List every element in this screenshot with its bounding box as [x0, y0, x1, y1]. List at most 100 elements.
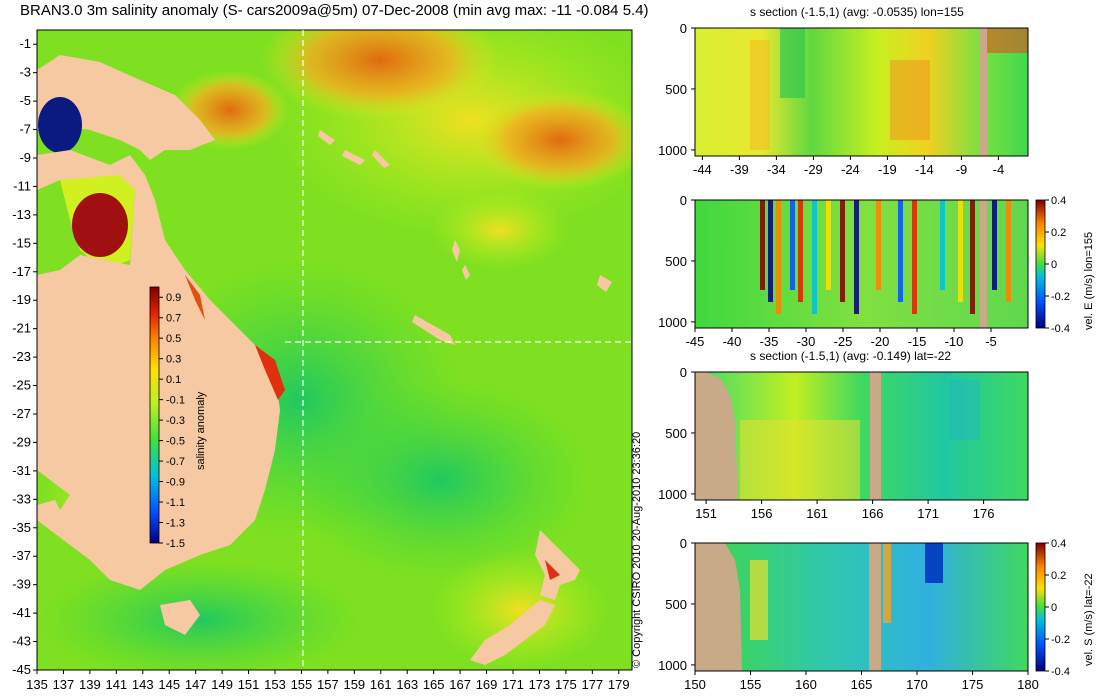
section-x-tick-label: -40: [723, 334, 742, 349]
s-section-lon155-panel: -44 -39 -34 -29 -24 -19 -14 -9 -4 0 500 1000: [658, 21, 1029, 177]
map-y-tick-label: -19: [12, 292, 31, 307]
section-y-tick-label: 0: [680, 21, 687, 36]
section-x-tick-label: 165: [851, 677, 873, 692]
s-section-lon155-title: s section (-1.5,1) (avg: -0.0535) lon=15…: [750, 5, 964, 19]
salinity-colorbar: [149, 286, 160, 544]
velocity-colorbar-tick-label: -0.2: [1051, 634, 1070, 646]
map-y-tick-label: -31: [12, 463, 31, 478]
map-y-tick-label: -45: [12, 662, 31, 677]
salinity-colorbar-tick-label: -0.7: [166, 456, 185, 468]
section-y-tick-label: 1000: [658, 315, 687, 330]
map-x-tick-label: 157: [317, 677, 339, 692]
velocity-colorbar-tick-label: -0.2: [1051, 291, 1070, 303]
section-x-tick-label: -5: [985, 334, 997, 349]
vel-s-section-lat-22-panel: 150 155 160 165 170 175 180 0 500 1000 0.4 0.2 0 -0.2…: [658, 536, 1070, 692]
section-x-tick-label: 171: [917, 506, 939, 521]
section-x-tick-label: 176: [973, 506, 995, 521]
s-section-lat-22-panel: 151 156 161 166 171 176 0 500 1000: [658, 365, 1029, 521]
section-x-tick-label: -35: [760, 334, 779, 349]
map-x-tick-label: 173: [529, 677, 551, 692]
section-y-tick-label: 500: [665, 426, 687, 441]
velocity-colorbar-tick-label: 0.4: [1051, 195, 1066, 207]
land-tasmania: [160, 600, 200, 635]
land-nz-north: [535, 530, 580, 600]
section-x-tick-label: -39: [730, 162, 749, 177]
map-x-tick-label: 145: [158, 677, 180, 692]
salinity-colorbar-tick-label: 0.7: [166, 313, 181, 325]
velocity-colorbar-tick-label: 0.4: [1051, 538, 1066, 550]
map-y-tick-label: -17: [12, 264, 31, 279]
salinity-colorbar-ticks: 0.9 0.7 0.5 0.3 0.1 -0.1 -0.3 -0.5 -0.7 -0.9 -1.1 -…: [159, 292, 185, 550]
land-nz-south: [470, 600, 555, 665]
map-y-tick-label: -29: [12, 434, 31, 449]
section-y-tick-label: 1000: [658, 658, 687, 673]
section-x-tick-label: -15: [908, 334, 927, 349]
map-y-tick-label: -13: [12, 207, 31, 222]
salinity-colorbar-tick-label: -0.3: [166, 415, 185, 427]
section-y-tick-label: 0: [680, 536, 687, 551]
section-x-tick-label: 170: [906, 677, 928, 692]
map-x-tick-label: 141: [105, 677, 127, 692]
map-y-tick-label: -43: [12, 634, 31, 649]
velocity-colorbar-tick-label: 0: [1051, 259, 1057, 271]
map-y-tick-label: -23: [12, 349, 31, 364]
section-y-tick-label: 0: [680, 365, 687, 380]
section-x-tick-label: -25: [834, 334, 853, 349]
section-x-tick-label: 180: [1017, 677, 1039, 692]
map-x-tick-label: 149: [211, 677, 233, 692]
section-x-tick-label: -45: [686, 334, 705, 349]
section-x-tick-label: -44: [693, 162, 712, 177]
section-x-tick-label: -9: [956, 162, 968, 177]
map-x-tick-label: 139: [79, 677, 101, 692]
salinity-colorbar-tick-label: -0.9: [166, 477, 185, 489]
vel-e-colorbar-label: vel. E (m/s) lon=155: [1083, 232, 1095, 330]
velocity-colorbar-tick-label: -0.4: [1051, 323, 1070, 335]
velocity-colorbar-tick-label: 0: [1051, 602, 1057, 614]
map-x-tick-label: 147: [185, 677, 207, 692]
map-x-tick-label: 161: [370, 677, 392, 692]
salinity-colorbar-tick-label: 0.5: [166, 333, 181, 345]
salinity-colorbar-tick-label: 0.9: [166, 292, 181, 304]
vel-s-colorbar: [1035, 542, 1046, 672]
velocity-colorbar-tick-label: -0.4: [1051, 666, 1070, 678]
main-title: BRAN3.0 3m salinity anomaly (S- cars2009…: [20, 2, 649, 19]
salinity-colorbar-tick-label: -1.1: [166, 497, 185, 509]
salinity-colorbar-tick-label: 0.3: [166, 354, 181, 366]
section-x-tick-label: -29: [804, 162, 823, 177]
map-x-tick-label: 175: [555, 677, 577, 692]
map-y-tick-label: -9: [19, 150, 31, 165]
salinity-colorbar-label: salinity anomaly: [195, 391, 207, 470]
section-x-tick-label: 151: [695, 506, 717, 521]
section-x-tick-label: 150: [684, 677, 706, 692]
map-x-tick-label: 137: [53, 677, 75, 692]
map-y-tick-label: -35: [12, 520, 31, 535]
salinity-colorbar-tick-label: -1.3: [166, 518, 185, 530]
velocity-colorbar-tick-label: 0.2: [1051, 227, 1066, 239]
map-y-tick-label: -15: [12, 235, 31, 250]
map-y-tick-label: -3: [19, 65, 31, 80]
section-x-tick-label: 161: [806, 506, 828, 521]
section-x-tick-label: -34: [767, 162, 786, 177]
section-y-tick-label: 1000: [658, 143, 687, 158]
map-x-tick-label: 171: [502, 677, 524, 692]
section-x-tick-label: 155: [740, 677, 762, 692]
section-y-tick-label: 1000: [658, 487, 687, 502]
map-x-axis: 135 137 139 141 143 145 147 149 151 153 155 157 159 1…: [26, 670, 630, 692]
map-y-tick-label: -5: [19, 93, 31, 108]
salinity-colorbar-tick-label: -1.5: [166, 538, 185, 550]
map-y-tick-label: -7: [19, 122, 31, 137]
map-x-tick-label: 159: [343, 677, 365, 692]
map-x-tick-label: 165: [423, 677, 445, 692]
section-x-tick-label: 160: [795, 677, 817, 692]
section-y-tick-label: 0: [680, 193, 687, 208]
map-y-tick-label: -39: [12, 577, 31, 592]
section-y-tick-label: 500: [665, 254, 687, 269]
vel-s-colorbar-label: vel. S (m/s) lat=-22: [1083, 573, 1095, 666]
section-x-tick-label: -20: [871, 334, 890, 349]
section-x-tick-label: 175: [962, 677, 984, 692]
section-x-tick-label: 166: [862, 506, 884, 521]
map-x-tick-label: 143: [132, 677, 154, 692]
map-x-tick-label: 135: [26, 677, 48, 692]
copyright-notice: © Copyright CSIRO 2010 20-Aug-2010 23:36…: [631, 431, 643, 668]
map-x-tick-label: 151: [238, 677, 260, 692]
